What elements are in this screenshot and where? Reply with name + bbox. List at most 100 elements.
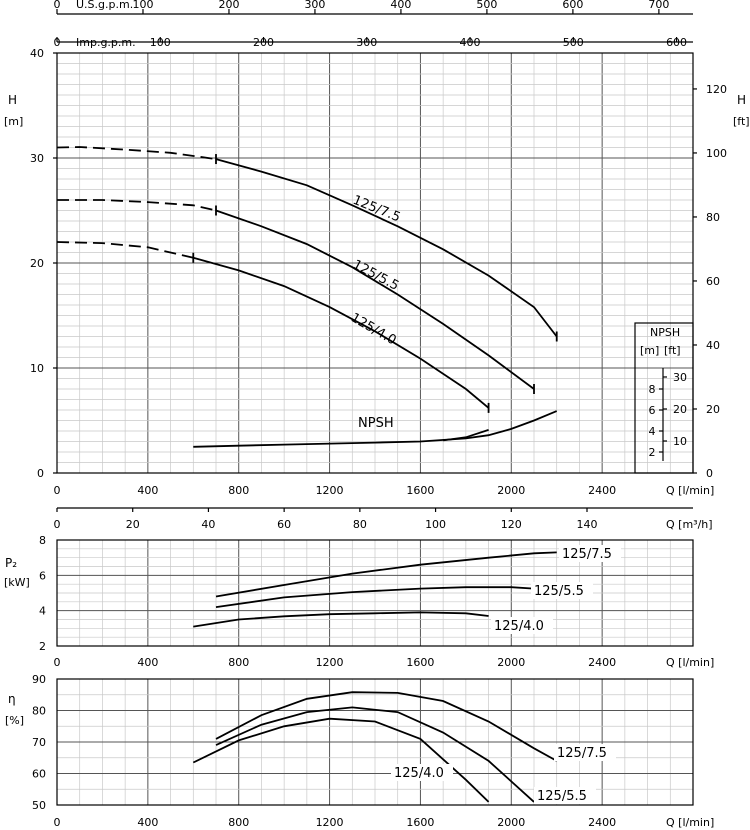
npsh-inset-m-label: 4 (649, 425, 656, 438)
power-y-unit: [kW] (4, 576, 30, 589)
usgpm-tick-label: 400 (390, 0, 411, 11)
label-backdrop (531, 582, 593, 599)
power-x-tick-label: 2400 (588, 656, 616, 669)
npsh-curve-branch (442, 429, 489, 442)
y-tick-label: 30 (30, 152, 44, 165)
usgpm-label: U.S.g.p.m. (76, 0, 133, 11)
y-axis-label: H (8, 93, 17, 107)
y2-tick-label: 40 (706, 339, 720, 352)
m3h-tick-label: 40 (201, 518, 215, 531)
m3h-tick-label: 120 (501, 518, 522, 531)
label-backdrop (391, 764, 453, 781)
power-x-tick-label: 400 (137, 656, 158, 669)
curve-layer (56, 146, 558, 803)
eff-y-label: η (8, 692, 16, 706)
power-y-label: P₂ (5, 556, 17, 570)
impgpm-tick-label: 500 (563, 36, 584, 49)
eff-curve-2 (192, 717, 490, 803)
eff-y-tick-label: 80 (32, 705, 46, 718)
eff-y-tick-label: 50 (32, 799, 46, 812)
power-y-tick-label: 2 (39, 640, 46, 653)
impgpm-tick-label: 0 (54, 36, 61, 49)
label-backdrop (491, 617, 553, 634)
impgpm-tick-label: 200 (253, 36, 274, 49)
x-tick-label: 400 (137, 484, 158, 497)
npsh-inset-box (634, 322, 694, 474)
m3h-tick-label: 80 (353, 518, 367, 531)
eff-x-tick-label: 2400 (588, 816, 616, 829)
npsh-inset-ft-label: 20 (673, 403, 687, 416)
npsh-inset-title: NPSH (650, 326, 680, 339)
eff-y-unit: [%] (5, 714, 24, 727)
x-tick-label: 2000 (497, 484, 525, 497)
m3h-tick-label: 0 (54, 518, 61, 531)
efficiency-plot-frame (56, 678, 694, 806)
head-curve-dashed-2 (56, 241, 194, 259)
head-curve-0 (215, 158, 558, 338)
power-x-tick-label: 0 (54, 656, 61, 669)
npsh-label: NPSH (358, 416, 394, 431)
npsh-inset-ft-label: 10 (673, 435, 687, 448)
usgpm-tick-label: 500 (476, 0, 497, 11)
power-series-label: 125/7.5 (562, 547, 612, 562)
x-tick-label: 800 (228, 484, 249, 497)
npsh-inset-m-label: 2 (649, 446, 656, 459)
impgpm-tick-label: 600 (666, 36, 687, 49)
usgpm-tick-label: 600 (562, 0, 583, 11)
m3h-axis-label: Q [m³/h] (666, 518, 713, 531)
npsh-inset-ft-label: 30 (673, 371, 687, 384)
usgpm-tick-label: 300 (304, 0, 325, 11)
npsh-curve (193, 410, 558, 448)
power-curve-2 (193, 611, 489, 628)
eff-y-tick-label: 90 (32, 673, 46, 686)
power-series-label: 125/4.0 (494, 619, 544, 634)
power-series-label: 125/5.5 (534, 584, 584, 599)
usgpm-tick-label: 0 (54, 0, 61, 11)
power-y-tick-label: 8 (39, 534, 46, 547)
eff-series-label: 125/7.5 (557, 746, 607, 761)
impgpm-label: Imp.g.p.m. (76, 36, 136, 49)
y2-tick-label: 0 (706, 467, 713, 480)
x-tick-label: 0 (54, 484, 61, 497)
power-y-tick-label: 4 (39, 605, 46, 618)
npsh-inset-m-label: 6 (649, 404, 656, 417)
eff-y-tick-label: 70 (32, 736, 46, 749)
usgpm-tick-label: 100 (132, 0, 153, 11)
y-tick-label: 20 (30, 257, 44, 270)
y2-tick-label: 100 (706, 147, 727, 160)
y-tick-label: 40 (30, 47, 44, 60)
m3h-tick-label: 60 (277, 518, 291, 531)
power-plot-frame (56, 539, 694, 647)
label-backdrop (534, 787, 596, 804)
eff-y-tick-label: 60 (32, 768, 46, 781)
impgpm-tick-label: 400 (460, 36, 481, 49)
eff-series-label: 125/5.5 (537, 789, 587, 804)
head-curve-2 (193, 256, 490, 409)
head-curve-dashed-0 (56, 146, 217, 160)
eff-x-tick-label: 800 (228, 816, 249, 829)
head-curve-1 (215, 209, 535, 390)
eff-curve-1 (215, 706, 535, 803)
y2-axis-unit: [ft] (733, 115, 750, 128)
x-axis-unit: Q [l/min] (666, 484, 714, 497)
y-tick-label: 0 (37, 467, 44, 480)
power-curve-0 (215, 551, 557, 598)
label-backdrop (554, 744, 616, 761)
eff-series-label: 125/4.0 (394, 766, 444, 781)
m3h-tick-label: 140 (577, 518, 598, 531)
x-tick-label: 2400 (588, 484, 616, 497)
eff-x-tick-label: 1200 (316, 816, 344, 829)
head-series-label: 125/4.0 (348, 310, 399, 348)
eff-x-tick-label: 0 (54, 816, 61, 829)
eff-x-tick-label: 400 (137, 816, 158, 829)
eff-x-unit: Q [l/min] (666, 816, 714, 829)
power-x-unit: Q [l/min] (666, 656, 714, 669)
m3h-tick-label: 100 (425, 518, 446, 531)
power-x-tick-label: 2000 (497, 656, 525, 669)
y2-tick-label: 80 (706, 211, 720, 224)
x-tick-label: 1600 (406, 484, 434, 497)
impgpm-tick-label: 100 (150, 36, 171, 49)
usgpm-tick-label: 700 (648, 0, 669, 11)
